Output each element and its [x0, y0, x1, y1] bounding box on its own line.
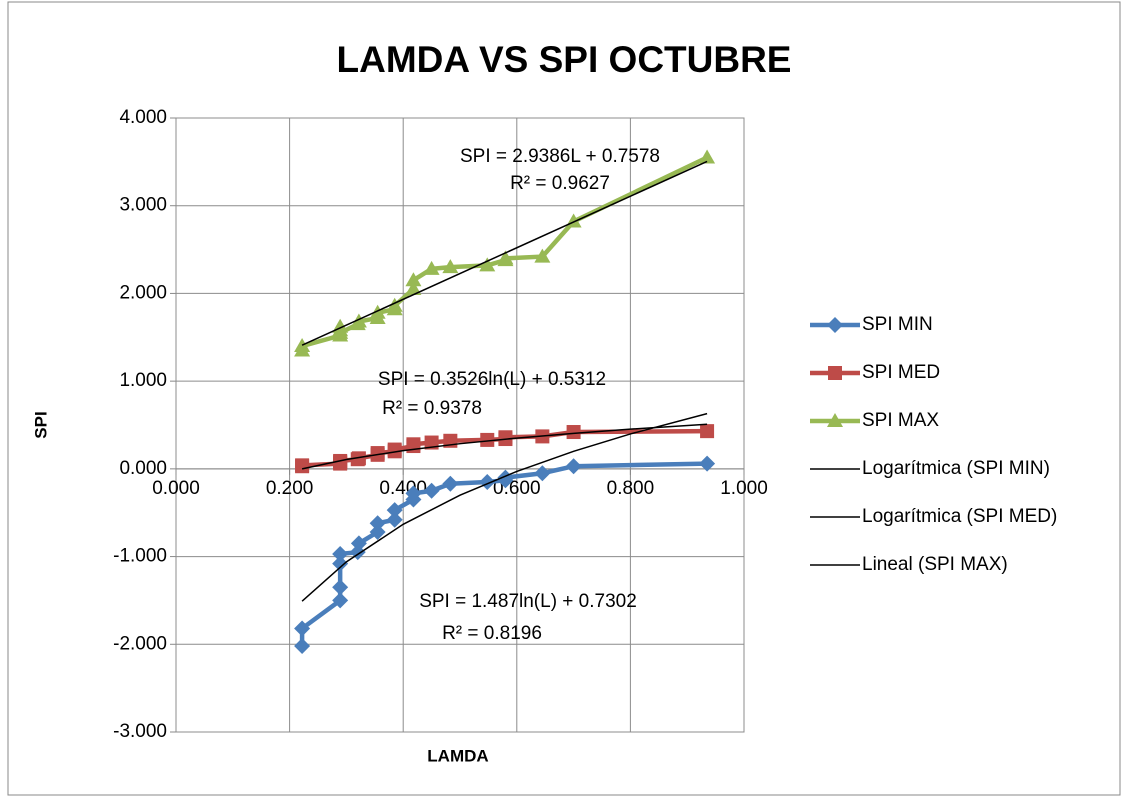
annotation: SPI = 2.9386L + 0.7578: [460, 146, 660, 167]
marker: [294, 638, 311, 655]
legend-label: Logarítmica (SPI MIN): [862, 458, 1050, 479]
marker: [369, 304, 386, 319]
x-tick-label: 1.000: [720, 478, 768, 499]
marker: [480, 432, 495, 447]
marker: [699, 149, 716, 164]
marker: [332, 324, 349, 339]
marker: [442, 259, 459, 274]
x-tick-label: 0.800: [607, 478, 655, 499]
marker: [534, 248, 551, 263]
x-tick-label: 0.000: [152, 478, 200, 499]
marker: [405, 485, 422, 502]
legend-label: SPI MAX: [862, 410, 939, 431]
marker: [566, 425, 581, 440]
marker: [294, 620, 311, 637]
y-tick-label: 0.000: [119, 458, 167, 479]
y-tick-label: 1.000: [119, 370, 167, 391]
marker: [369, 515, 386, 532]
marker: [498, 430, 513, 445]
legend-label: SPI MIN: [862, 314, 933, 335]
legend-label: Lineal (SPI MAX): [862, 554, 1008, 575]
trendline: [301, 160, 708, 346]
y-tick-label: 3.000: [119, 195, 167, 216]
annotation: R² = 0.9378: [382, 398, 482, 419]
marker: [700, 424, 715, 439]
y-tick-label: -1.000: [113, 546, 167, 567]
marker: [386, 297, 403, 312]
marker: [534, 465, 551, 482]
y-axis-title: SPI: [31, 411, 50, 438]
y-tick-label: -3.000: [113, 721, 167, 742]
marker: [332, 579, 349, 596]
annotation: R² = 0.8196: [442, 623, 542, 644]
marker: [332, 592, 349, 609]
marker: [351, 451, 366, 466]
marker: [827, 317, 843, 333]
x-axis-title: LAMDA: [427, 746, 488, 765]
marker: [405, 281, 422, 296]
chart-title: LAMDA VS SPI OCTUBRE: [337, 39, 792, 80]
y-tick-label: 2.000: [119, 282, 167, 303]
annotation: R² = 0.9627: [510, 173, 610, 194]
marker: [442, 475, 459, 492]
marker: [699, 455, 716, 472]
trendline: [301, 412, 708, 602]
marker: [406, 437, 421, 452]
marker: [386, 511, 403, 528]
marker: [386, 502, 403, 519]
marker: [828, 366, 842, 380]
marker: [497, 250, 514, 265]
marker: [332, 555, 349, 572]
marker: [497, 469, 514, 486]
marker: [387, 442, 402, 457]
legend-label: SPI MED: [862, 362, 940, 383]
marker: [350, 535, 367, 552]
marker: [827, 413, 843, 427]
marker: [423, 260, 440, 275]
marker: [350, 313, 367, 328]
y-tick-label: -2.000: [113, 633, 167, 654]
chart-frame: [7, 1, 1121, 796]
marker: [565, 458, 582, 475]
marker: [423, 482, 440, 499]
marker: [370, 446, 385, 461]
marker: [369, 524, 386, 541]
marker: [332, 545, 349, 562]
x-tick-label: 0.200: [266, 478, 314, 499]
annotation: SPI = 0.3526ln(L) + 0.5312: [378, 369, 606, 390]
marker: [405, 272, 422, 287]
x-tick-label: 0.400: [379, 478, 427, 499]
trendline: [301, 423, 708, 470]
annotation: SPI = 1.487ln(L) + 0.7302: [419, 591, 637, 612]
marker: [295, 458, 310, 473]
marker: [479, 257, 496, 272]
y-tick-label: 4.000: [119, 107, 167, 128]
legend-label: Logarítmica (SPI MED): [862, 506, 1057, 527]
